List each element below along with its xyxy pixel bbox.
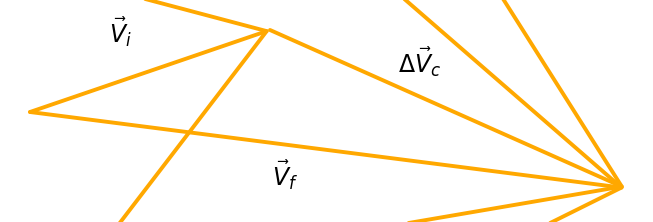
Text: $\Delta\vec{V}_c$: $\Delta\vec{V}_c$ — [398, 45, 441, 79]
Text: $\vec{V}_f$: $\vec{V}_f$ — [272, 158, 298, 192]
Text: $\vec{V}_i$: $\vec{V}_i$ — [108, 15, 131, 49]
